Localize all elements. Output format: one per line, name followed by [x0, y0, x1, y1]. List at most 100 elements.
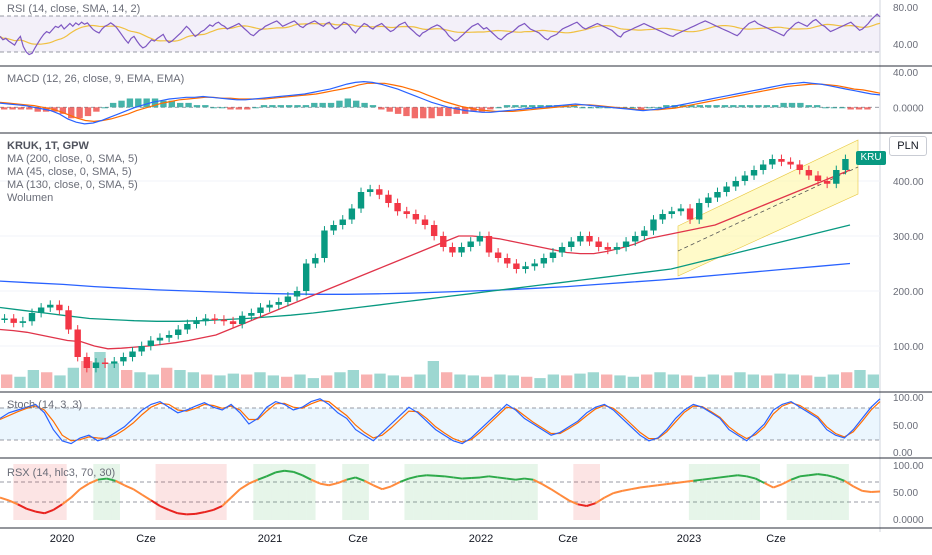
candle-body [1, 318, 8, 320]
rsx-segment [622, 488, 632, 492]
rsx-segment [666, 482, 676, 486]
volume-bar [201, 374, 213, 388]
macd-histogram-bar [353, 100, 360, 108]
rsx-segment [150, 499, 161, 507]
candle-body [805, 170, 813, 176]
rsx-zone [280, 464, 289, 520]
candle-body [101, 362, 109, 364]
rsx-segment [453, 476, 463, 480]
rsx-zone [448, 464, 458, 520]
volume-bar [441, 372, 453, 388]
rsx-segment [177, 512, 187, 516]
rsx-segment [568, 499, 579, 506]
candle-body [111, 361, 118, 364]
macd-histogram-bar [730, 105, 737, 108]
volume-bar [587, 372, 599, 388]
rsx-zone [840, 464, 849, 520]
macd-histogram-bar [227, 107, 234, 110]
volume-bar [427, 361, 439, 388]
rsx-segment [124, 484, 134, 491]
candle-body [257, 307, 264, 313]
candle-body [540, 258, 548, 264]
macd-histogram-bar [780, 102, 787, 108]
rsx-segment [132, 488, 143, 496]
rsx-segment [408, 475, 419, 480]
rsx-zone [288, 464, 298, 520]
volume-bar [681, 375, 693, 388]
macd-histogram-bar [436, 107, 444, 117]
rsx-segment [8, 499, 19, 506]
macd-histogram-bar [9, 107, 16, 110]
candle-body [814, 175, 822, 181]
candle-body [686, 208, 694, 220]
rsx-zone [431, 464, 440, 520]
rsx-segment [532, 478, 543, 486]
macd-histogram-bar [59, 107, 67, 114]
rsx-segment [239, 482, 250, 491]
stoch-tick: 0.00 [893, 448, 913, 459]
rsx-segment [639, 485, 650, 489]
currency-button[interactable]: PLN [889, 136, 927, 156]
volume-bar [387, 375, 399, 388]
candle-body [595, 241, 602, 247]
volume-bar [27, 370, 39, 388]
rsx-zone [493, 464, 503, 520]
macd-histogram-bar [151, 98, 159, 108]
volume-bar [67, 367, 79, 388]
rsx-zone [582, 464, 592, 520]
rsx-zone [733, 464, 743, 520]
candle-body [705, 197, 712, 203]
rsx-tick: 100.00 [893, 461, 924, 472]
candle-body [83, 357, 91, 368]
volume-bar [81, 361, 93, 388]
x-axis-label: Cze [766, 533, 786, 545]
rsx-zone [40, 464, 49, 520]
ma45-legend: MA (45, close, 0, SMA, 5) [7, 166, 132, 178]
rsx-zone [253, 464, 263, 520]
volume-bar [521, 376, 533, 388]
macd-histogram-bar [637, 107, 645, 110]
ma200-line [0, 262, 851, 295]
volume-bar [467, 375, 479, 388]
candle-body [787, 161, 794, 165]
candle-body [56, 304, 63, 311]
rsx-zone [528, 464, 538, 520]
macd-histogram-bar [17, 107, 25, 110]
rsi-legend[interactable]: RSI (14, close, SMA, 14, 2) [7, 3, 141, 15]
candle-body [412, 214, 420, 220]
macd-histogram-bar [93, 107, 100, 112]
volume-bar [734, 372, 746, 388]
rsx-segment [141, 493, 152, 502]
volume-bar [827, 374, 839, 388]
macd-histogram-bar [378, 107, 385, 110]
ma200-legend: MA (200, close, 0, SMA, 5) [7, 153, 138, 165]
candle-body [650, 219, 657, 231]
macd-histogram-bar [805, 105, 812, 108]
macd-histogram-bar [570, 105, 578, 108]
macd-histogram-bar [218, 107, 226, 109]
price-legend[interactable]: KRUK, 1T, GPW MA (200, close, 0, SMA, 5)… [7, 140, 138, 205]
candle-body [293, 291, 301, 297]
ma130-legend: MA (130, close, 0, SMA, 5) [7, 179, 138, 191]
candle-body [714, 192, 721, 198]
rsx-legend[interactable]: RSX (14, hlc3, 70, 30) [7, 467, 116, 479]
stoch-legend[interactable]: Stoch (14, 3, 3) [7, 399, 83, 411]
macd-histogram-bar [663, 105, 670, 108]
channel-midline [677, 166, 859, 252]
rsx-zone [200, 464, 209, 520]
macd-histogram-bar [822, 107, 829, 109]
rsx-segment [719, 475, 730, 479]
volume-bar [294, 374, 306, 388]
rsx-segment [248, 478, 259, 485]
macd-legend[interactable]: MACD (12, 26, close, 9, EMA, EMA) [7, 73, 185, 85]
macd-histogram-bar [512, 105, 519, 108]
volume-bar [334, 372, 346, 388]
macd-histogram-bar [696, 105, 703, 108]
rsx-segment [630, 486, 641, 491]
macd-histogram-bar [285, 105, 293, 108]
macd-histogram-bar [721, 105, 729, 108]
candle-body [769, 159, 776, 165]
rsx-segment [835, 476, 845, 482]
